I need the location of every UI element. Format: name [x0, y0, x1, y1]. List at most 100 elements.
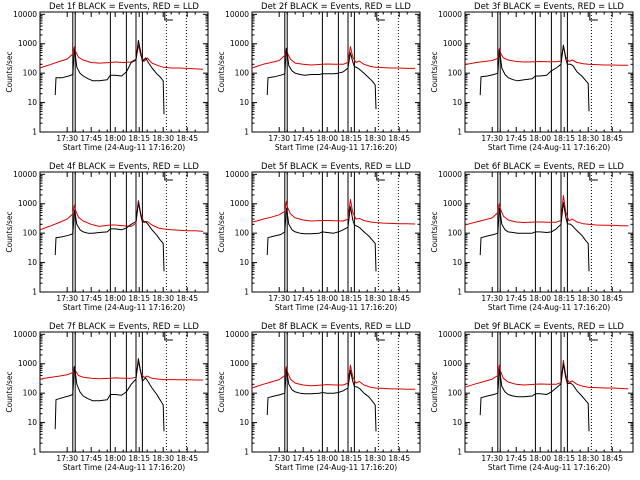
x-tick-label: 18:45 — [176, 454, 198, 463]
y-axis-label: Counts/sec — [430, 211, 439, 252]
x-tick-label: 17:45 — [505, 294, 527, 303]
x-tick-label: 18:00 — [104, 134, 126, 143]
events-series-line — [266, 47, 377, 110]
events-series-line — [479, 44, 590, 112]
y-tick-label: 100 — [235, 69, 250, 78]
x-axis-label: Start Time (24-Aug-11 17:16:20) — [488, 143, 610, 152]
plot-frame — [251, 11, 421, 133]
y-tick-label: 1000 — [230, 359, 249, 368]
lld-series-line — [39, 199, 204, 232]
y-tick-label: 1 — [32, 128, 37, 137]
y-axis-label: Counts/sec — [5, 211, 14, 252]
detector-panel-8: Det 8f BLACK = Events, RED = LLD 1 10 100 10… — [217, 322, 421, 472]
y-axis-label: Counts/sec — [217, 211, 226, 252]
detector-panel-4: Det 4f BLACK = Events, RED = LLD 1 10 100 10… — [5, 162, 209, 312]
y-tick-label: 100 — [448, 229, 463, 238]
events-series-line — [266, 206, 377, 272]
interval-bracket — [164, 172, 173, 181]
x-tick-label: 17:30 — [56, 454, 78, 463]
y-tick-label: 100 — [448, 69, 463, 78]
x-tick-label: 18:15 — [128, 134, 150, 143]
x-tick-label: 18:00 — [104, 294, 126, 303]
x-tick-label: 18:00 — [104, 454, 126, 463]
y-tick-label: 1 — [457, 128, 462, 137]
x-tick-label: 18:45 — [388, 454, 410, 463]
y-tick-label: 10000 — [225, 330, 249, 339]
panel-title: Det 7f BLACK = Events, RED = LLD — [49, 322, 199, 332]
x-axis-label: Start Time (24-Aug-11 17:16:20) — [63, 463, 185, 472]
detector-panel-1: Det 1f BLACK = Events, RED = LLD 1 10 100 10… — [5, 2, 209, 152]
x-tick-label: 17:45 — [80, 134, 102, 143]
x-axis-label: Start Time (24-Aug-11 17:16:20) — [275, 463, 397, 472]
x-tick-label: 17:45 — [292, 294, 314, 303]
y-tick-label: 10000 — [438, 330, 462, 339]
x-tick-label: 18:00 — [316, 294, 338, 303]
y-tick-label: 10 — [27, 258, 37, 267]
detector-panel-6: Det 6f BLACK = Events, RED = LLD 1 10 100 10… — [430, 162, 634, 312]
y-tick-label: 10000 — [225, 170, 249, 179]
plot-frame — [464, 171, 634, 293]
y-tick-label: 100 — [23, 389, 38, 398]
lld-series-line — [251, 198, 416, 225]
detector-panel-7: Det 7f BLACK = Events, RED = LLD 1 10 100 10… — [5, 322, 209, 472]
x-tick-label: 17:30 — [268, 294, 290, 303]
y-tick-label: 10 — [452, 258, 462, 267]
y-tick-label: 10000 — [438, 170, 462, 179]
y-tick-label: 10000 — [438, 10, 462, 19]
x-axis-label: Start Time (24-Aug-11 17:16:20) — [63, 143, 185, 152]
y-tick-label: 1 — [457, 288, 462, 297]
y-tick-label: 10000 — [225, 10, 249, 19]
x-tick-label: 18:15 — [340, 134, 362, 143]
detector-panel-3: Det 3f BLACK = Events, RED = LLD 1 10 100 10… — [430, 2, 634, 152]
panel-title: Det 6f BLACK = Events, RED = LLD — [474, 162, 624, 172]
x-tick-label: 18:30 — [577, 454, 599, 463]
x-axis-label: Start Time (24-Aug-11 17:16:20) — [63, 303, 185, 312]
x-tick-label: 17:45 — [80, 454, 102, 463]
y-tick-label: 1 — [244, 288, 249, 297]
lld-series-line — [464, 195, 629, 227]
interval-bracket — [376, 332, 385, 341]
x-tick-label: 17:30 — [481, 134, 503, 143]
x-tick-label: 17:30 — [56, 294, 78, 303]
x-tick-label: 18:15 — [128, 294, 150, 303]
y-tick-label: 1 — [244, 448, 249, 457]
x-tick-label: 18:45 — [601, 134, 623, 143]
x-tick-label: 18:45 — [176, 294, 198, 303]
lld-series-line — [39, 44, 204, 70]
events-series-line — [266, 368, 377, 432]
x-tick-label: 17:30 — [481, 294, 503, 303]
y-tick-label: 1000 — [443, 199, 462, 208]
y-axis-label: Counts/sec — [5, 51, 14, 92]
y-tick-label: 1000 — [18, 359, 37, 368]
x-tick-label: 18:30 — [152, 134, 174, 143]
y-tick-label: 1 — [457, 448, 462, 457]
y-tick-label: 1000 — [230, 39, 249, 48]
panel-title: Det 4f BLACK = Events, RED = LLD — [49, 162, 199, 172]
panel-title: Det 2f BLACK = Events, RED = LLD — [261, 2, 411, 12]
interval-bracket — [589, 332, 598, 341]
x-tick-label: 18:30 — [152, 294, 174, 303]
y-tick-label: 1000 — [18, 39, 37, 48]
x-tick-label: 18:45 — [388, 134, 410, 143]
x-tick-label: 18:00 — [316, 454, 338, 463]
plot-frame — [464, 331, 634, 453]
x-tick-label: 18:15 — [128, 454, 150, 463]
y-axis-label: Counts/sec — [217, 371, 226, 412]
events-series-line — [54, 358, 165, 432]
plot-frame — [39, 331, 209, 453]
detector-panel-5: Det 5f BLACK = Events, RED = LLD 1 10 100 10… — [217, 162, 421, 312]
events-series-line — [54, 202, 165, 272]
y-axis-label: Counts/sec — [430, 371, 439, 412]
y-tick-label: 10 — [239, 258, 249, 267]
lld-series-line — [251, 364, 416, 390]
y-tick-label: 1000 — [230, 199, 249, 208]
x-tick-label: 18:00 — [529, 294, 551, 303]
x-tick-label: 18:30 — [364, 134, 386, 143]
x-tick-label: 18:45 — [601, 294, 623, 303]
x-tick-label: 17:30 — [481, 454, 503, 463]
panel-title: Det 3f BLACK = Events, RED = LLD — [474, 2, 624, 12]
x-tick-label: 17:45 — [80, 294, 102, 303]
interval-bracket — [589, 172, 598, 181]
y-tick-label: 100 — [235, 389, 250, 398]
